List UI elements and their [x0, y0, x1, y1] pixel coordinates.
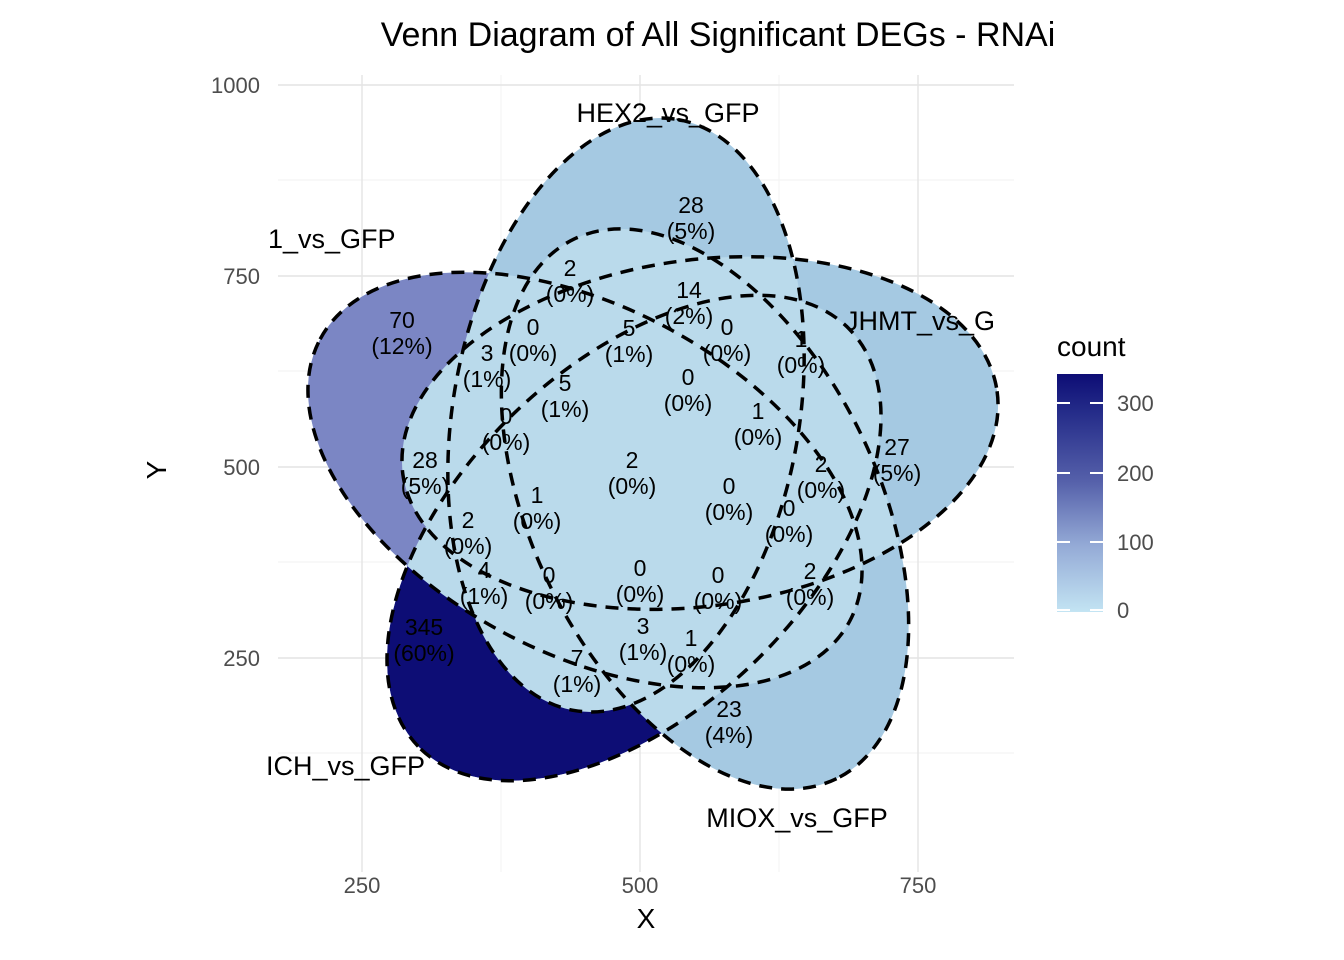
venn-region-pct-6: (2%) — [665, 303, 714, 329]
legend-colorbar — [1057, 374, 1103, 612]
venn-region-count-27: 2 — [804, 558, 817, 584]
venn-region-pct-8: (1%) — [605, 341, 654, 367]
venn-region-pct-22: (0%) — [444, 533, 493, 559]
venn-region-pct-1: (5%) — [667, 218, 716, 244]
legend-tick-200: 200 — [1117, 461, 1154, 486]
venn-region-pct-11: (1%) — [463, 366, 512, 392]
y-tick-1000: 1000 — [211, 73, 260, 98]
venn-region-count-22: 2 — [462, 507, 475, 533]
venn-region-count-14: 0 — [500, 403, 513, 429]
venn-region-count-1: 28 — [678, 192, 704, 218]
legend-tick-labels: 300 200 100 0 — [1117, 391, 1154, 623]
set-label-miox: MIOX_vs_GFP — [706, 803, 888, 833]
venn-region-count-16: 28 — [412, 447, 438, 473]
x-tick-500: 500 — [622, 873, 659, 898]
venn-region-pct-24: (0%) — [525, 588, 574, 614]
legend-tick-0: 0 — [1117, 598, 1129, 623]
venn-region-count-7: 0 — [527, 314, 540, 340]
legend-title: count — [1057, 331, 1126, 362]
venn-region-count-8: 5 — [623, 315, 636, 341]
set-label-set1: 1_vs_GFP — [268, 224, 396, 254]
venn-region-pct-20: (0%) — [513, 508, 562, 534]
venn-region-pct-15: (0%) — [734, 424, 783, 450]
venn-region-pct-28: (1%) — [619, 639, 668, 665]
venn-region-count-28: 3 — [637, 613, 650, 639]
venn-region-count-26: 0 — [712, 562, 725, 588]
venn-region-count-29: 1 — [685, 625, 698, 651]
y-tick-750: 750 — [223, 264, 260, 289]
venn-region-count-11: 3 — [481, 340, 494, 366]
venn-region-pct-14: (0%) — [482, 429, 531, 455]
venn-region-pct-10: (0%) — [777, 352, 826, 378]
venn-region-pct-7: (0%) — [509, 340, 558, 366]
venn-region-count-13: 5 — [559, 370, 572, 396]
set-label-jhmt: JHMT_vs_G — [845, 306, 995, 336]
venn-region-pct-18: (0%) — [797, 477, 846, 503]
y-tick-250: 250 — [223, 646, 260, 671]
set-label-ich: ICH_vs_GFP — [266, 751, 425, 781]
venn-region-count-20: 1 — [531, 482, 544, 508]
venn-region-pct-3: (4%) — [705, 722, 754, 748]
venn-region-count-19: 0 — [723, 473, 736, 499]
venn-region-pct-25: (0%) — [616, 581, 665, 607]
y-axis-title: Y — [141, 460, 172, 479]
venn-region-pct-21: (0%) — [765, 521, 814, 547]
legend-tick-300: 300 — [1117, 391, 1154, 416]
venn-region-pct-29: (0%) — [667, 651, 716, 677]
venn-region-pct-17: (0%) — [608, 473, 657, 499]
venn-region-count-23: 4 — [478, 557, 491, 583]
region-labels: 70(12%)28(5%)27(5%)23(4%)345(60%)2(0%) 14… — [371, 192, 921, 748]
venn-region-count-10: 1 — [795, 326, 808, 352]
venn-region-count-18: 2 — [815, 451, 828, 477]
venn-region-pct-16: (5%) — [401, 473, 450, 499]
venn-region-pct-0: (12%) — [371, 333, 432, 359]
venn-region-pct-2: (5%) — [873, 460, 922, 486]
set-label-hex2: HEX2_vs_GFP — [576, 98, 759, 128]
venn-region-pct-4: (60%) — [393, 640, 454, 666]
set-labels: 1_vs_GFP HEX2_vs_GFP JHMT_vs_G MIOX_vs_G… — [266, 98, 995, 833]
venn-region-count-30: 7 — [571, 645, 584, 671]
venn-region-pct-12: (0%) — [664, 390, 713, 416]
legend-tickmarks — [1057, 402, 1103, 611]
venn-region-pct-9: (0%) — [703, 340, 752, 366]
venn-region-count-6: 14 — [676, 277, 702, 303]
legend: count 300 200 100 0 — [1057, 331, 1154, 623]
venn-region-count-5: 2 — [564, 255, 577, 281]
plot-title: Venn Diagram of All Significant DEGs - R… — [381, 16, 1056, 54]
venn-region-pct-5: (0%) — [546, 281, 595, 307]
venn-region-count-2: 27 — [884, 434, 910, 460]
venn-region-count-12: 0 — [682, 364, 695, 390]
venn-region-pct-30: (1%) — [553, 671, 602, 697]
venn-region-count-24: 0 — [543, 562, 556, 588]
venn-region-count-21: 0 — [783, 495, 796, 521]
y-axis-tick-labels: 1000 750 500 250 — [211, 73, 260, 671]
x-axis-title: X — [637, 903, 656, 934]
venn-region-count-3: 23 — [716, 696, 742, 722]
venn-region-count-0: 70 — [389, 307, 415, 333]
venn-region-pct-19: (0%) — [705, 499, 754, 525]
venn-region-pct-27: (0%) — [786, 584, 835, 610]
legend-tick-100: 100 — [1117, 530, 1154, 555]
venn-region-count-4: 345 — [405, 614, 443, 640]
venn-region-count-25: 0 — [634, 555, 647, 581]
x-tick-250: 250 — [344, 873, 381, 898]
venn-region-count-9: 0 — [721, 314, 734, 340]
venn-region-count-17: 2 — [626, 447, 639, 473]
venn-region-pct-23: (1%) — [460, 583, 509, 609]
x-axis-tick-labels: 250 500 750 — [344, 873, 937, 898]
x-tick-750: 750 — [900, 873, 937, 898]
venn-region-count-15: 1 — [752, 398, 765, 424]
y-tick-500: 500 — [223, 455, 260, 480]
venn-region-pct-13: (1%) — [541, 396, 590, 422]
venn-region-pct-26: (0%) — [694, 588, 743, 614]
